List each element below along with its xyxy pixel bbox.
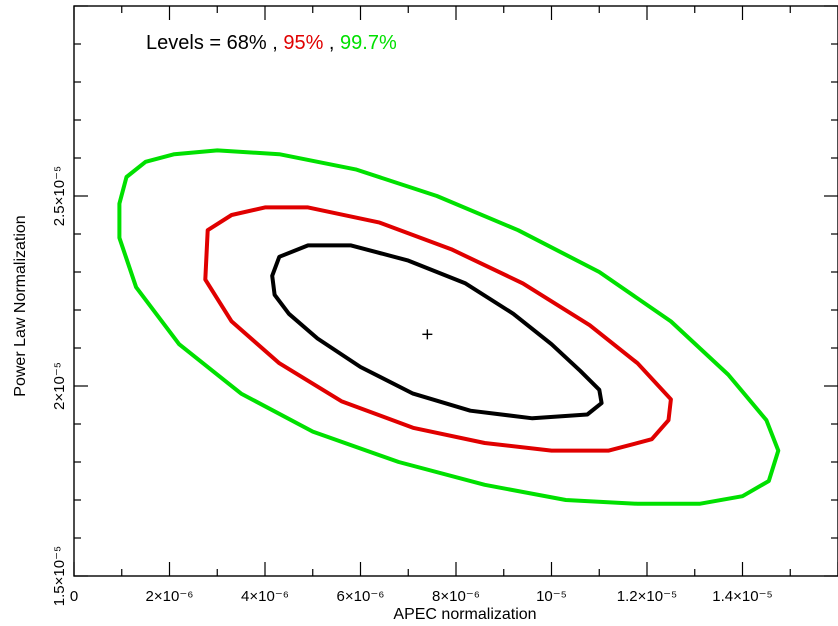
axis-ticks [73,5,838,577]
x-tick-label: 1.4×10⁻⁵ [712,588,772,605]
x-axis-label: APEC normalization [393,606,536,623]
contour-99-7 [117,148,781,506]
legend-separator-2: , [329,32,340,54]
legend-entry-68: 68% [227,32,267,54]
legend: Levels = 68% , 95% , 99.7% [146,32,397,54]
y-axis-label: Power Law Normalization [12,215,29,396]
y-tick-label: 2×10⁻⁵ [51,362,68,410]
legend-prefix: Levels = [146,32,227,54]
legend-entry-99-7: 99.7% [340,32,397,54]
y-tick-label: 2.5×10⁻⁵ [51,166,68,226]
confidence-contours [117,148,781,506]
best-fit-marker [422,329,433,340]
x-tick-label: 1.2×10⁻⁵ [617,588,677,605]
y-tick-label: 1.5×10⁻⁵ [51,546,68,606]
x-tick-labels: 0 2×10⁻⁶ 4×10⁻⁶ 6×10⁻⁶ 8×10⁻⁶ 10⁻⁵ 1.2×10⁻⁵ 1.4… [70,588,773,605]
x-tick-label: 10⁻⁵ [536,588,567,605]
x-tick-label: 2×10⁻⁶ [146,588,194,605]
legend-entry-95: 95% [283,32,323,54]
contour-95 [203,205,673,453]
legend-separator-1: , [272,32,283,54]
x-tick-label: 4×10⁻⁶ [241,588,289,605]
x-tick-label: 6×10⁻⁶ [337,588,385,605]
plot-frame [73,5,838,577]
x-tick-label: 0 [70,588,78,605]
contour-68 [270,243,604,421]
x-tick-label: 8×10⁻⁶ [432,588,480,605]
y-tick-labels: 1.5×10⁻⁵ 2×10⁻⁵ 2.5×10⁻⁵ [51,166,68,606]
